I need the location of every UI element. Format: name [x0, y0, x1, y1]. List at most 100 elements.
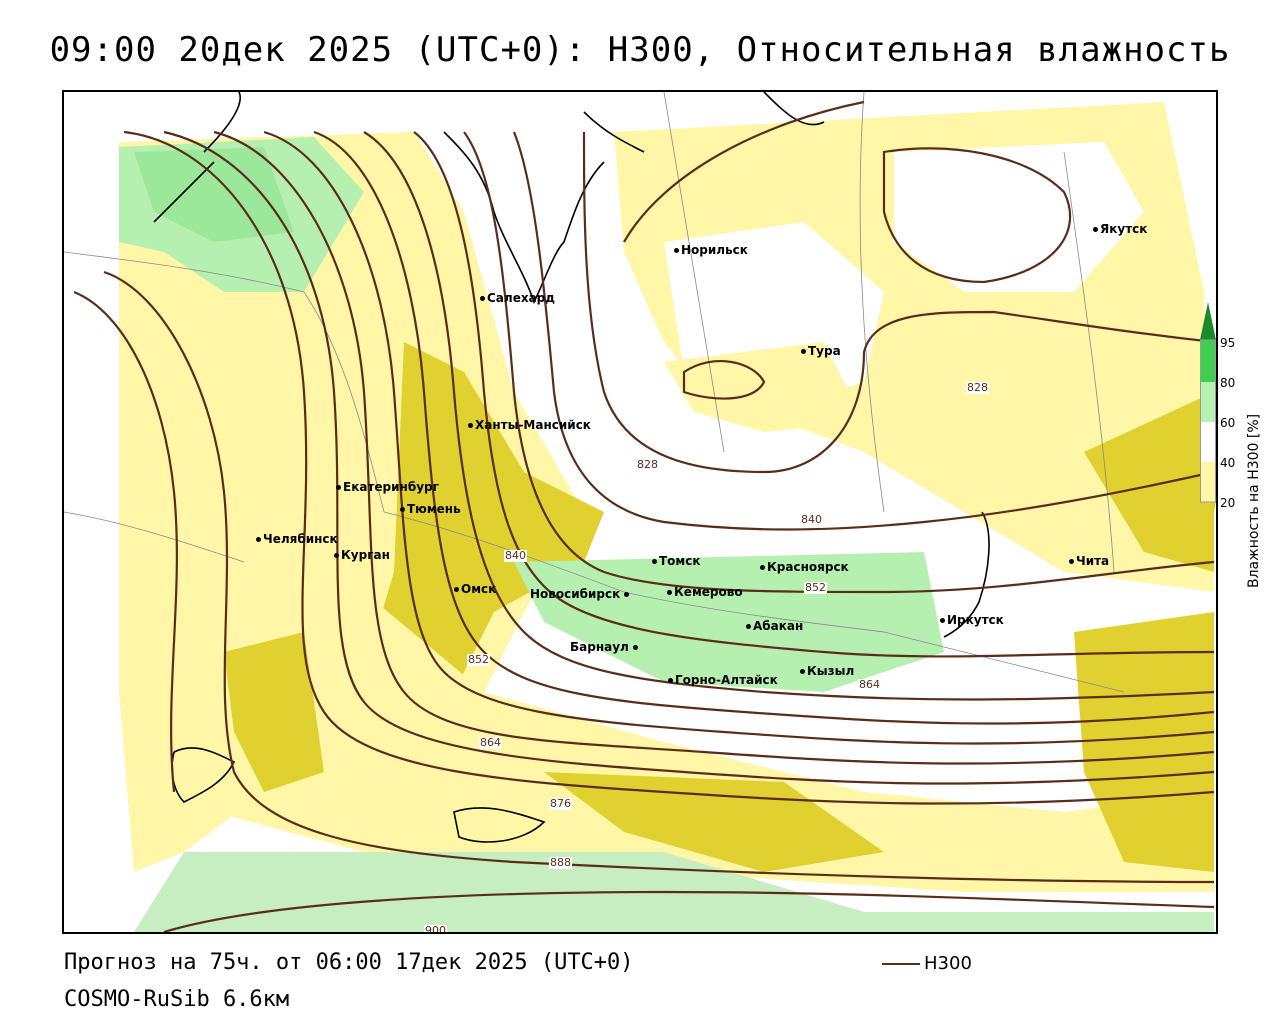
city-marker[interactable]: Салехард — [480, 292, 555, 304]
colorbar-frame — [1200, 339, 1216, 503]
contour-label: 888 — [549, 856, 572, 869]
coastlines — [153, 92, 990, 843]
city-dot-icon — [468, 423, 473, 428]
admin-border — [64, 92, 1125, 693]
city-label: Красноярск — [767, 560, 849, 574]
city-label: Томск — [659, 554, 701, 568]
contour-line — [413, 131, 1215, 658]
city-marker[interactable]: Красноярск — [760, 561, 849, 573]
forecast-map[interactable]: 828 828 840 840 852 852 864 864 876 888 … — [62, 90, 1218, 934]
city-marker[interactable]: Екатеринбург — [336, 481, 439, 493]
city-dot-icon — [652, 559, 657, 564]
city-dot-icon — [336, 485, 341, 490]
city-dot-icon — [800, 669, 805, 674]
city-dot-icon — [674, 248, 679, 253]
colorbar-tick: 95 — [1220, 336, 1236, 350]
humidity-area-light-yellow — [214, 592, 1214, 892]
contour-line — [163, 130, 1215, 785]
city-marker[interactable]: Чита — [1069, 555, 1109, 567]
colorbar-tick: 20 — [1220, 496, 1236, 510]
colorbar-arrow-top — [1200, 302, 1216, 340]
city-marker[interactable]: Якутск — [1093, 223, 1147, 235]
city-label: Барнаул — [570, 640, 629, 654]
city-dot-icon — [454, 587, 459, 592]
contour-line — [163, 890, 1215, 932]
colorbar-segment-80-60 — [1200, 382, 1216, 422]
city-label: Челябинск — [263, 532, 338, 546]
coastline — [153, 92, 825, 305]
contour-label: 900 — [424, 925, 447, 932]
humidity-area-light-green — [134, 147, 294, 242]
humidity-area-dark-yellow — [364, 342, 604, 732]
contour-label: 852 — [804, 581, 827, 594]
city-marker[interactable]: Омск — [454, 583, 496, 595]
city-label: Ханты-Мансийск — [475, 418, 591, 432]
contour-label: 864 — [858, 678, 881, 691]
contour-line — [103, 270, 1215, 884]
city-label: Кемерово — [674, 585, 743, 599]
city-marker[interactable]: Кызыл — [800, 665, 854, 677]
contour-label: 876 — [549, 797, 572, 810]
city-marker[interactable]: Челябинск — [256, 533, 338, 545]
city-marker[interactable]: Иркутск — [940, 614, 1004, 626]
city-marker[interactable]: Томск — [652, 555, 701, 567]
city-dot-icon — [480, 296, 485, 301]
map-title: 09:00 20дек 2025 (UTC+0): H300, Относите… — [49, 30, 1231, 70]
colorbar-segment-95-80 — [1200, 340, 1216, 382]
contour-label: 840 — [800, 513, 823, 526]
city-label: Новосибирск — [530, 587, 621, 601]
city-dot-icon — [801, 349, 806, 354]
contour-line-closed — [882, 147, 1072, 284]
city-marker[interactable]: Норильск — [674, 244, 748, 256]
contour-line-swatch — [882, 963, 920, 965]
admin-borders — [64, 92, 1125, 693]
colorbar-arrow-bottom — [1200, 502, 1216, 540]
humidity-area-white — [894, 142, 1144, 292]
coastline-baikal — [943, 511, 990, 638]
humidity-area-dark-yellow — [1074, 612, 1214, 872]
city-marker[interactable]: Новосибирск — [530, 588, 631, 600]
colorbar-tick: 40 — [1220, 456, 1236, 470]
city-marker[interactable]: Горно-Алтайск — [668, 674, 778, 686]
city-label: Кызыл — [807, 664, 855, 678]
colorbar-title: Влажность на H300 [%] — [1246, 352, 1266, 592]
humidity-colorbar — [1200, 302, 1216, 540]
colorbar-segment-40-20 — [1200, 462, 1216, 502]
city-dot-icon — [624, 592, 630, 597]
city-marker[interactable]: Барнаул — [570, 641, 640, 653]
city-label: Абакан — [753, 619, 804, 633]
city-label: Чита — [1076, 554, 1110, 568]
contour-line — [313, 130, 1215, 725]
city-marker[interactable]: Абакан — [746, 620, 803, 632]
city-dot-icon — [1093, 227, 1098, 232]
city-label: Тюмень — [407, 502, 461, 516]
colorbar-title-text: Влажность на H300 [%] — [1246, 413, 1262, 588]
city-marker[interactable]: Кемерово — [667, 586, 743, 598]
humidity-area-dark-yellow — [1084, 392, 1214, 572]
humidity-area-light-green — [514, 552, 944, 692]
city-dot-icon — [760, 565, 765, 570]
city-dot-icon — [746, 624, 751, 629]
city-marker[interactable]: Тура — [801, 345, 841, 357]
city-label: Омск — [461, 582, 497, 596]
city-dot-icon — [400, 507, 405, 512]
humidity-fill — [119, 102, 1214, 932]
city-marker[interactable]: Курган — [334, 549, 390, 561]
coastline-aral — [453, 807, 546, 843]
city-dot-icon — [256, 537, 261, 542]
city-label: Салехард — [487, 291, 555, 305]
humidity-area-dark-yellow — [224, 632, 324, 792]
contour-label: 840 — [504, 549, 527, 562]
city-dot-icon — [668, 678, 673, 683]
city-label: Якутск — [1100, 222, 1148, 236]
contour-label: 828 — [966, 381, 989, 394]
map-canvas — [64, 92, 1215, 932]
contour-line — [463, 131, 1215, 594]
city-marker[interactable]: Тюмень — [400, 503, 461, 515]
city-label: Норильск — [681, 243, 748, 257]
colorbar-tick: 60 — [1220, 416, 1236, 430]
contour-legend: H300 — [882, 953, 972, 974]
city-marker[interactable]: Ханты-Мансийск — [468, 419, 591, 431]
contour-line — [582, 131, 1215, 474]
city-label: Иркутск — [947, 613, 1004, 627]
